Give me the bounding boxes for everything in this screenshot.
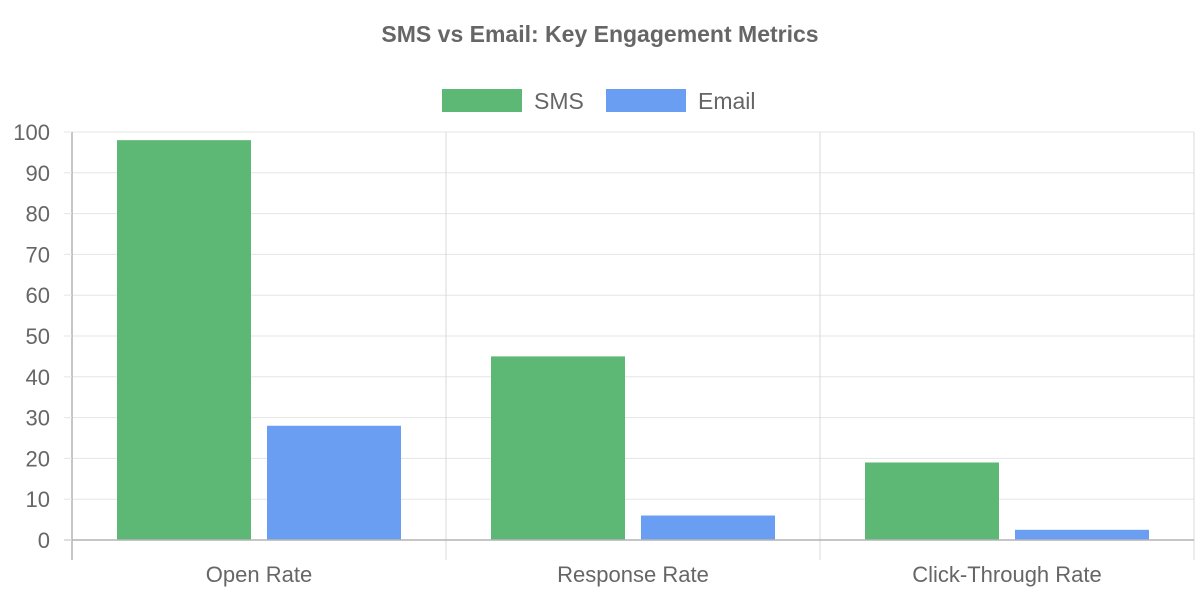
y-tick-label: 20 bbox=[26, 446, 50, 471]
y-tick-label: 30 bbox=[26, 406, 50, 431]
y-tick-label: 80 bbox=[26, 202, 50, 227]
legend-item-email[interactable]: Email bbox=[606, 88, 756, 114]
legend-swatch bbox=[442, 89, 522, 112]
y-tick-label: 50 bbox=[26, 324, 50, 349]
legend-label: Email bbox=[698, 88, 756, 114]
x-tick-label: Open Rate bbox=[206, 562, 312, 587]
y-tick-label: 40 bbox=[26, 365, 50, 390]
chart-title: SMS vs Email: Key Engagement Metrics bbox=[381, 21, 818, 47]
x-tick-label: Click-Through Rate bbox=[912, 562, 1102, 587]
x-tick-label: Response Rate bbox=[557, 562, 709, 587]
legend: SMS Email bbox=[442, 88, 756, 114]
grid bbox=[71, 131, 1195, 560]
y-tick-label: 100 bbox=[13, 120, 50, 145]
bars bbox=[117, 140, 1149, 540]
y-tick-label: 70 bbox=[26, 242, 50, 267]
y-tick-label: 60 bbox=[26, 283, 50, 308]
legend-label: SMS bbox=[534, 88, 584, 114]
y-tick-label: 0 bbox=[38, 528, 50, 553]
legend-item-sms[interactable]: SMS bbox=[442, 88, 584, 114]
x-axis-ticks: Open Rate Response Rate Click-Through Rate bbox=[206, 562, 1102, 587]
bar-email-open-rate[interactable] bbox=[267, 425, 401, 540]
bar-email-click-through-rate[interactable] bbox=[1015, 529, 1149, 540]
bar-sms-open-rate[interactable] bbox=[117, 140, 251, 540]
y-axis-ticks: 0 10 20 30 40 50 60 70 80 90 100 bbox=[13, 120, 72, 553]
bar-sms-response-rate[interactable] bbox=[491, 356, 625, 540]
y-tick-label: 90 bbox=[26, 161, 50, 186]
bar-sms-click-through-rate[interactable] bbox=[865, 462, 999, 540]
bar-email-response-rate[interactable] bbox=[641, 515, 775, 540]
y-tick-label: 10 bbox=[26, 487, 50, 512]
legend-swatch bbox=[606, 89, 686, 112]
